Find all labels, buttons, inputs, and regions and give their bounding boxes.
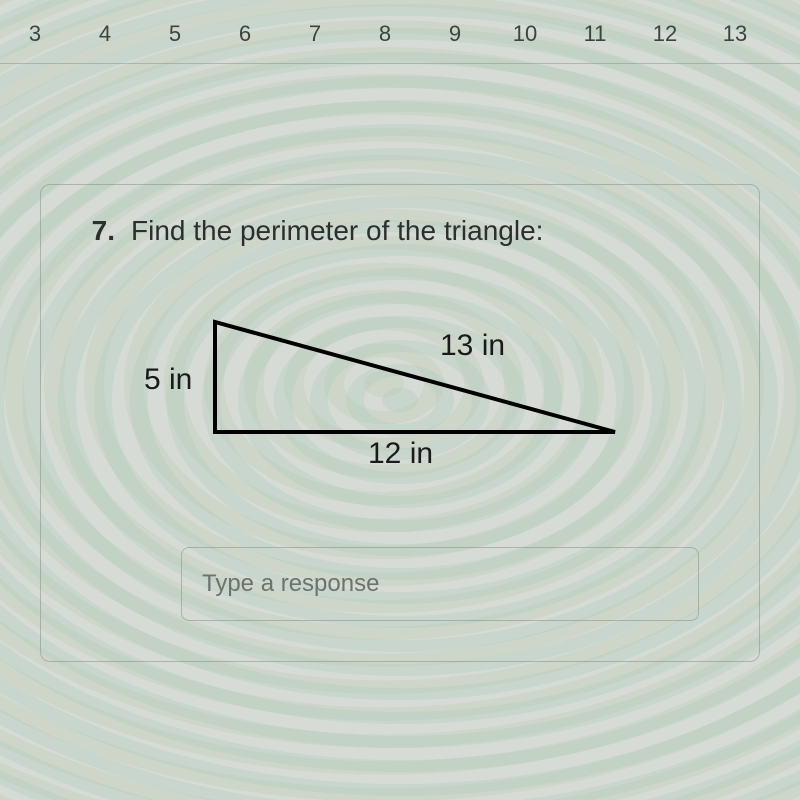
question-tabs: 3 4 5 6 7 8 9 10 11 12 13 bbox=[0, 0, 800, 64]
side-label-base: 12 in bbox=[368, 437, 433, 471]
triangle-svg bbox=[210, 317, 630, 447]
page-content: 3 4 5 6 7 8 9 10 11 12 13 7. Find the pe… bbox=[0, 0, 800, 662]
question-prompt: Find the perimeter of the triangle: bbox=[131, 215, 543, 247]
tab-6[interactable]: 6 bbox=[210, 11, 280, 63]
tab-11[interactable]: 11 bbox=[560, 11, 630, 63]
question-card: 7. Find the perimeter of the triangle: 5… bbox=[40, 184, 760, 662]
tab-9[interactable]: 9 bbox=[420, 11, 490, 63]
side-label-hypotenuse: 13 in bbox=[440, 329, 505, 363]
response-box bbox=[181, 547, 699, 621]
side-label-vertical: 5 in bbox=[144, 363, 192, 397]
tab-7[interactable]: 7 bbox=[280, 11, 350, 63]
tab-4[interactable]: 4 bbox=[70, 11, 140, 63]
response-input[interactable] bbox=[202, 570, 678, 598]
question-header: 7. Find the perimeter of the triangle: bbox=[61, 215, 739, 247]
tab-8[interactable]: 8 bbox=[350, 11, 420, 63]
tab-12[interactable]: 12 bbox=[630, 11, 700, 63]
tab-13[interactable]: 13 bbox=[700, 11, 770, 63]
tab-5[interactable]: 5 bbox=[140, 11, 210, 63]
tab-3[interactable]: 3 bbox=[0, 11, 70, 63]
tab-10[interactable]: 10 bbox=[490, 11, 560, 63]
question-number: 7. bbox=[61, 215, 131, 247]
triangle-figure: 5 in 13 in 12 in bbox=[140, 307, 660, 497]
triangle-shape bbox=[215, 322, 615, 432]
